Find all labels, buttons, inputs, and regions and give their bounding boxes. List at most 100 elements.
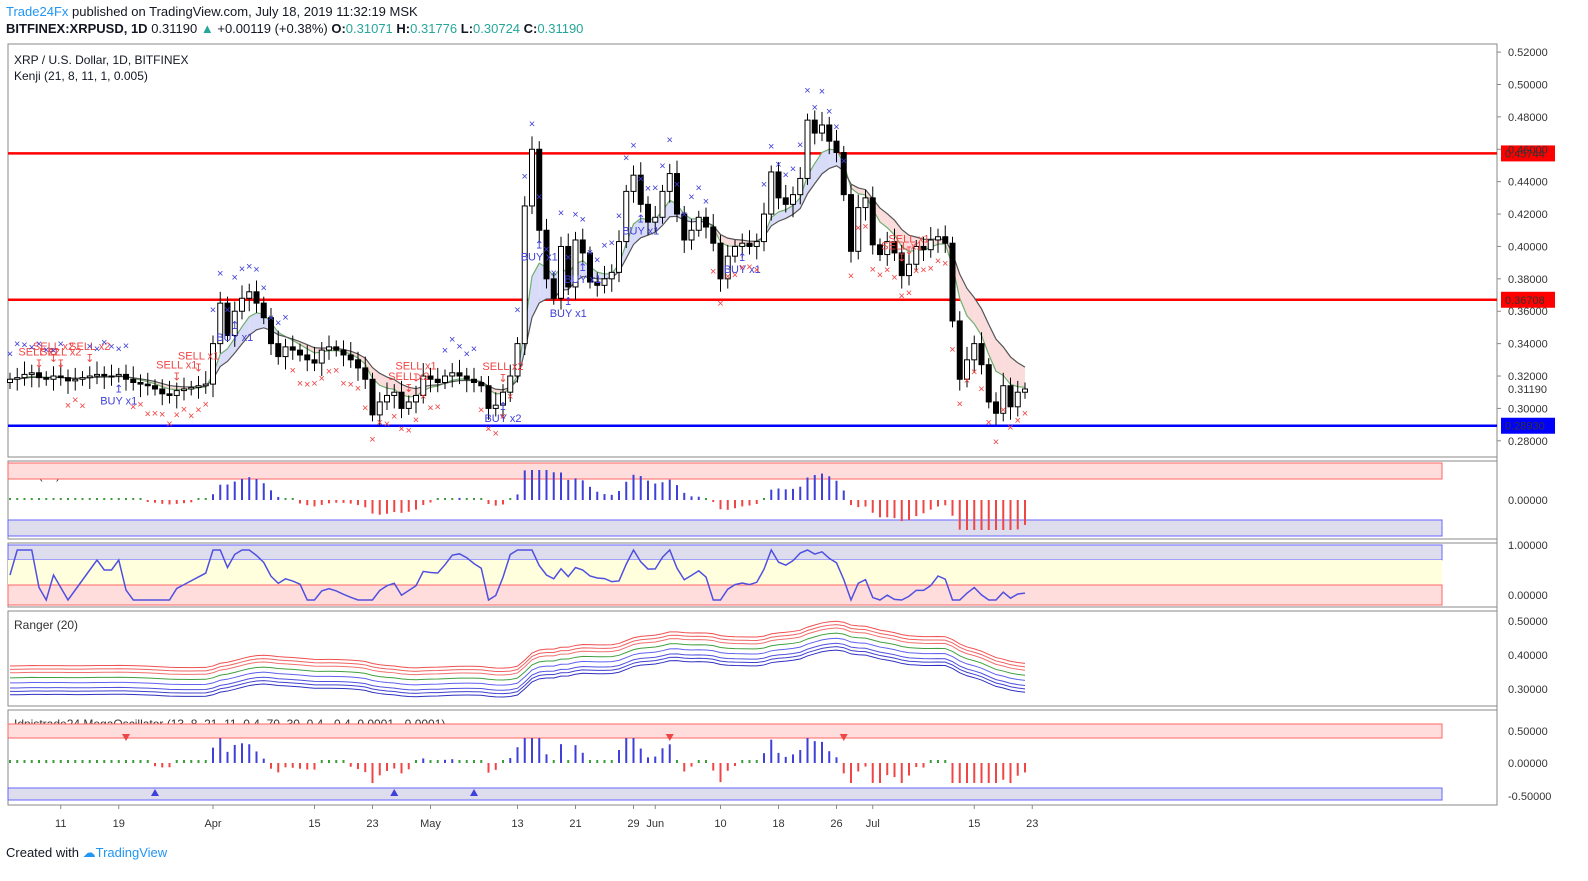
candle-up <box>666 173 673 192</box>
sell-x-icon: × <box>949 344 955 356</box>
buy-x-icon: × <box>29 342 35 354</box>
tradingview-link[interactable]: TradingView <box>95 845 168 860</box>
buy-arrow-icon: ↥ <box>578 262 587 274</box>
sell-x-icon: × <box>420 391 426 403</box>
candle-down <box>775 171 782 199</box>
candle-up <box>384 394 390 403</box>
mega-buy-triangle-icon <box>151 789 159 796</box>
mega-sell-triangle-icon <box>122 734 130 741</box>
sell-x-icon: × <box>746 261 752 273</box>
mega-lower-band <box>7 787 1443 801</box>
candle-down <box>536 148 543 231</box>
last-price: 0.31190 <box>151 21 198 36</box>
sell-x-icon: × <box>435 401 441 413</box>
candle-down <box>550 278 557 299</box>
candle-down <box>297 349 303 356</box>
candle-down <box>942 236 949 244</box>
sell-x-icon: × <box>899 291 905 303</box>
buy-x-icon: × <box>36 339 42 351</box>
sell-x-icon: × <box>391 411 397 423</box>
buy-x-icon: × <box>21 339 27 351</box>
sell-x-icon: × <box>906 287 912 299</box>
buy-x-icon: × <box>87 341 93 353</box>
buy-x-icon: × <box>275 318 281 330</box>
indicator-title: Kenji (21, 8, 11, 1, 0.005) <box>14 69 148 83</box>
kenji-cloud-segment <box>727 238 735 247</box>
candle-down <box>898 252 905 277</box>
buy-x-icon: × <box>833 122 839 134</box>
candle-down <box>398 391 405 409</box>
time-tick-label: 19 <box>113 818 125 830</box>
kenji-cloud-segment <box>648 218 656 236</box>
time-tick-label: 11 <box>55 818 66 830</box>
candle-down <box>710 226 717 244</box>
sell-x-icon: × <box>928 263 934 275</box>
buy-x-icon: × <box>623 152 629 164</box>
ranger-line <box>9 624 1026 673</box>
sell-arrow-icon: ↧ <box>404 383 413 395</box>
time-tick-label: 23 <box>1026 818 1038 830</box>
sell-x-icon: × <box>507 391 513 403</box>
buy-x-icon: × <box>783 169 789 181</box>
price-tick-label: 0.38000 <box>1508 274 1548 286</box>
candle-up <box>971 343 978 361</box>
kenji-cloud-segment <box>959 274 967 316</box>
candle-down <box>956 320 963 380</box>
author-link[interactable]: Trade24Fx <box>6 4 69 19</box>
time-tick-label: 10 <box>714 818 726 830</box>
sell-x-icon: × <box>304 379 310 391</box>
candle-up <box>318 349 325 364</box>
low-label: L: <box>460 21 474 36</box>
candle-up <box>181 388 187 392</box>
buy-x-icon: × <box>826 106 832 118</box>
candle-down <box>43 377 50 380</box>
buy-x-icon: × <box>703 196 709 208</box>
price-tick-label: 0.34000 <box>1508 339 1548 351</box>
created-with-text: Created with <box>6 845 79 860</box>
kenji-cloud-segment <box>1010 356 1018 387</box>
candle-down <box>268 317 274 345</box>
candle-up <box>391 391 398 396</box>
candle-down <box>840 152 847 196</box>
mega-upper-band <box>7 723 1443 739</box>
price-tick-label: 0.52000 <box>1508 47 1548 59</box>
candle-down <box>101 373 108 377</box>
candle-up <box>413 394 419 403</box>
sell-x-icon: × <box>159 409 165 421</box>
pane-2-title: Ranger (20) <box>14 618 78 632</box>
candle-up <box>855 207 862 252</box>
candle-down <box>289 346 296 351</box>
candle-down <box>717 242 724 280</box>
sell-x-icon: × <box>362 402 368 414</box>
candle-up <box>616 241 622 273</box>
sell-signal-label: SELL x2 <box>18 347 59 359</box>
time-tick-label: May <box>420 818 441 830</box>
candle-down <box>224 302 231 337</box>
high-label: H: <box>396 21 411 36</box>
buy-x-icon: × <box>232 272 238 284</box>
sell-arrow-icon: ↧ <box>897 253 906 265</box>
candle-up <box>906 263 912 277</box>
buy-x-icon: × <box>594 254 600 266</box>
kenji-cloud-segment <box>307 344 315 353</box>
buy-signal-label: BUY x1 <box>724 264 761 276</box>
candle-down <box>703 216 709 228</box>
sell-arrow-icon: ↧ <box>172 372 181 384</box>
candle-down <box>123 373 129 380</box>
candle-up <box>623 190 630 243</box>
candle-down <box>985 364 992 403</box>
sell-x-icon: × <box>384 418 390 430</box>
resistance-price-tag-label: 0.36708 <box>1505 295 1545 307</box>
last-price-label: 0.31190 <box>1508 384 1547 396</box>
candle-up <box>514 343 521 377</box>
kenji-cloud-segment <box>379 373 387 389</box>
sell-x-icon: × <box>891 272 897 284</box>
sell-x-icon: × <box>152 408 158 420</box>
sell-x-icon: × <box>333 365 339 377</box>
kenji-cloud-segment <box>771 211 779 226</box>
candle-down <box>159 388 166 395</box>
price-tick-label: 0.50000 <box>1508 79 1548 91</box>
mega-buy-triangle-icon <box>470 789 478 796</box>
candle-up <box>884 241 891 256</box>
